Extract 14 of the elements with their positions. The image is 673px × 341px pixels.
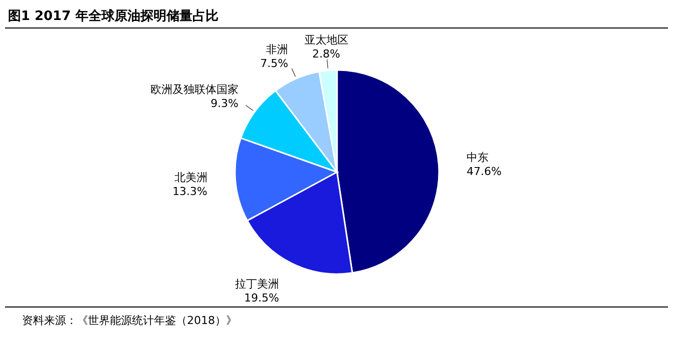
slice-label: 北美洲	[174, 171, 208, 184]
data-label: 7.5%	[260, 57, 288, 70]
text: 资料来源：《世界能源统计年鉴（2018）》	[22, 314, 237, 327]
chart-title: 图1 2017 年全球原油探明储量占比	[8, 8, 218, 24]
data-label: 19.5%	[244, 291, 280, 304]
slice-label: 非洲	[266, 43, 288, 56]
slice-label: 欧洲及独联体国家	[150, 82, 239, 96]
data-label: 2.8%	[312, 47, 340, 60]
slice-label: 亚太地区	[304, 33, 348, 46]
data-label: 13.3%	[172, 185, 208, 198]
slice-label: 中东	[466, 151, 489, 164]
data-label: 47.6%	[466, 165, 502, 178]
slice-label: 拉丁美洲	[235, 277, 280, 290]
data-label: 9.3%	[210, 96, 239, 110]
